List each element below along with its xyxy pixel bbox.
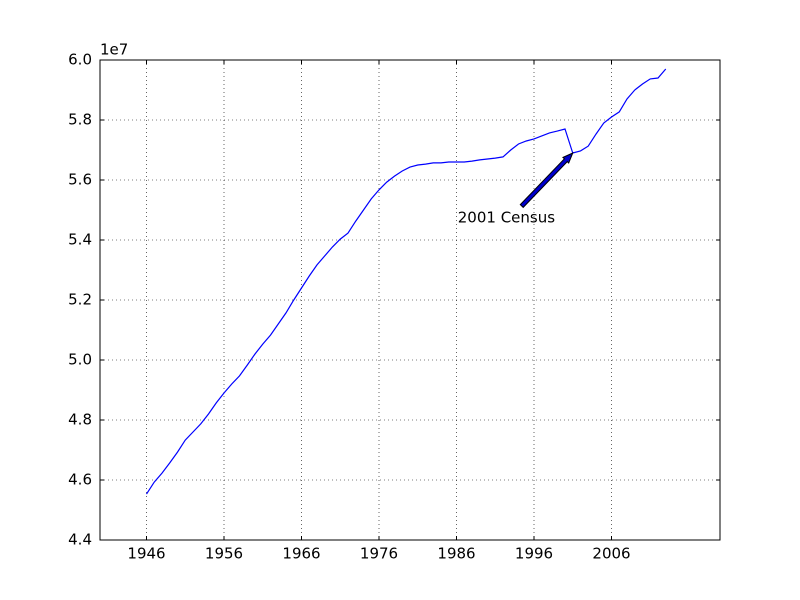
x-tick-label: 2006	[592, 545, 630, 563]
line-series	[145, 68, 667, 495]
y-tick-label: 5.8	[68, 111, 92, 129]
y-tick-label: 5.6	[68, 171, 92, 189]
x-tick-label: 1946	[127, 545, 165, 563]
y-tick-label: 5.2	[68, 291, 92, 309]
plot-frame	[99, 59, 721, 541]
x-tick-label: 1966	[282, 545, 320, 563]
y-tick-label: 6.0	[68, 51, 92, 69]
x-tick-label: 1956	[205, 545, 243, 563]
y-tick-label: 5.0	[68, 351, 92, 369]
x-tick-label: 1986	[437, 545, 475, 563]
y-tick-label: 4.8	[68, 411, 92, 429]
x-tick-label: 1976	[360, 545, 398, 563]
y-tick-label: 4.6	[68, 471, 92, 489]
annotation-arrow	[519, 152, 574, 209]
y-tick-label: 4.4	[68, 531, 92, 549]
y-tick-label: 5.4	[68, 231, 92, 249]
y-offset-label: 1e7	[100, 41, 128, 59]
x-tick-label: 1996	[515, 545, 553, 563]
annotation-text: 2001 Census	[458, 209, 555, 227]
